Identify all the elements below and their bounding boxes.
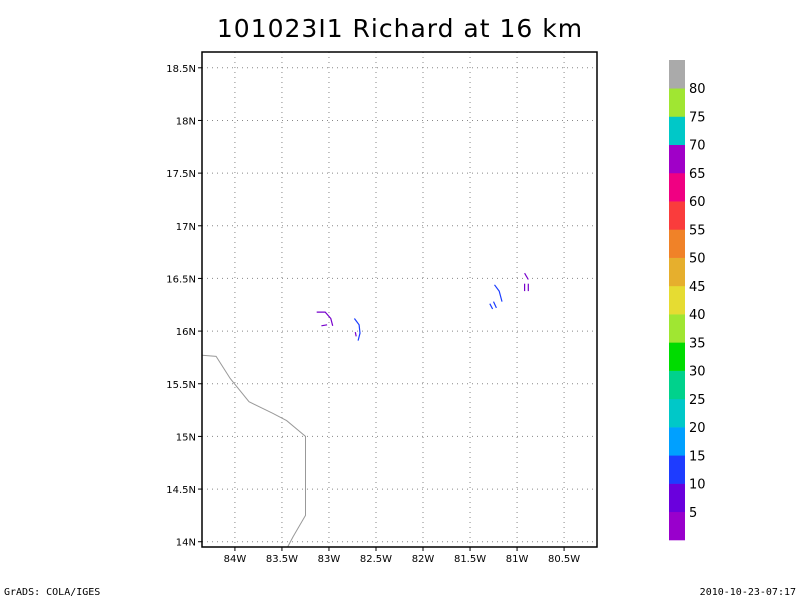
colorbar-label: 5 xyxy=(689,506,697,521)
colorbar-swatch xyxy=(669,144,685,174)
colorbar-label: 45 xyxy=(689,280,706,295)
coastline xyxy=(201,354,306,548)
wind-segment xyxy=(353,318,361,341)
colorbar-label: 70 xyxy=(689,139,706,154)
colorbar-swatch xyxy=(669,229,685,258)
lon-tick-label: 83W xyxy=(318,554,341,565)
coastline-path xyxy=(201,354,306,548)
colorbar-label: 25 xyxy=(689,393,706,408)
colorbar-label: 60 xyxy=(689,195,706,210)
latitude-axis: 14N 14.5N 15N 15.5N 16N 16.5N 17N 17.5N 18N 18.5N xyxy=(166,64,202,549)
lat-tick-label: 18N xyxy=(176,116,196,127)
color-bar: 5 10 15 20 25 30 35 40 45 50 55 60 65 70 75 80 xyxy=(669,60,706,541)
lat-tick-label: 16N xyxy=(176,327,196,338)
colorbar-swatch xyxy=(669,88,685,117)
footer-credit: GrADS: COLA/IGES xyxy=(4,587,101,598)
lat-tick-label: 15N xyxy=(176,432,196,443)
colorbar-label: 30 xyxy=(689,365,706,380)
colorbar-swatch xyxy=(669,342,685,371)
colorbar-swatch xyxy=(669,314,685,343)
colorbar-swatch xyxy=(669,511,685,541)
colorbar-label: 75 xyxy=(689,110,706,125)
colorbar-swatch xyxy=(669,455,685,484)
colorbar-label: 40 xyxy=(689,308,706,323)
wind-segment xyxy=(492,301,497,309)
colorbar-label: 10 xyxy=(689,478,706,493)
grid-lines xyxy=(202,52,597,547)
colorbar-swatch xyxy=(669,60,685,89)
colorbar-label: 55 xyxy=(689,223,706,238)
plot-frame xyxy=(201,51,598,548)
wind-segment xyxy=(321,324,328,327)
longitude-axis: 84W 83.5W 83W 82.5W 82W 81.5W 81W 80.5W xyxy=(224,547,580,565)
wind-segment xyxy=(524,272,529,280)
wind-streamlines xyxy=(316,272,529,341)
colorbar-swatch xyxy=(669,257,685,287)
colorbar-label: 50 xyxy=(689,252,706,267)
lat-tick-label: 15.5N xyxy=(166,380,196,391)
wind-segment xyxy=(489,303,494,310)
lat-tick-label: 14.5N xyxy=(166,485,196,496)
colorbar-label: 15 xyxy=(689,449,706,464)
lon-tick-label: 84W xyxy=(224,554,247,565)
lon-tick-label: 82W xyxy=(412,554,435,565)
colorbar-swatch xyxy=(669,201,685,230)
lon-tick-label: 83.5W xyxy=(266,554,298,565)
colorbar-swatch xyxy=(669,285,685,315)
lon-tick-label: 81W xyxy=(506,554,529,565)
lat-tick-label: 17N xyxy=(176,222,196,233)
lat-tick-label: 14N xyxy=(176,538,196,549)
lon-tick-label: 80.5W xyxy=(548,554,580,565)
colorbar-label: 80 xyxy=(689,82,706,97)
wind-segment xyxy=(316,311,334,326)
wind-segment xyxy=(354,331,357,337)
footer-timestamp: 2010-10-23-07:17 xyxy=(699,587,796,598)
colorbar-label: 35 xyxy=(689,336,706,351)
colorbar-swatch xyxy=(669,398,685,428)
colorbar-swatch xyxy=(669,370,685,400)
lon-tick-label: 82.5W xyxy=(360,554,392,565)
lat-tick-label: 16.5N xyxy=(166,274,196,285)
lat-tick-label: 18.5N xyxy=(166,64,196,75)
colorbar-label: 20 xyxy=(689,421,706,436)
colorbar-swatch xyxy=(669,116,685,146)
colorbar-label: 65 xyxy=(689,167,706,182)
colorbar-swatch xyxy=(669,427,685,456)
map-title: 101023I1 Richard at 16 km xyxy=(216,14,584,43)
colorbar-swatch xyxy=(669,483,685,513)
lon-tick-label: 81.5W xyxy=(454,554,486,565)
wind-segment xyxy=(494,284,503,302)
colorbar-swatch xyxy=(669,172,685,202)
lat-tick-label: 17.5N xyxy=(166,169,196,180)
